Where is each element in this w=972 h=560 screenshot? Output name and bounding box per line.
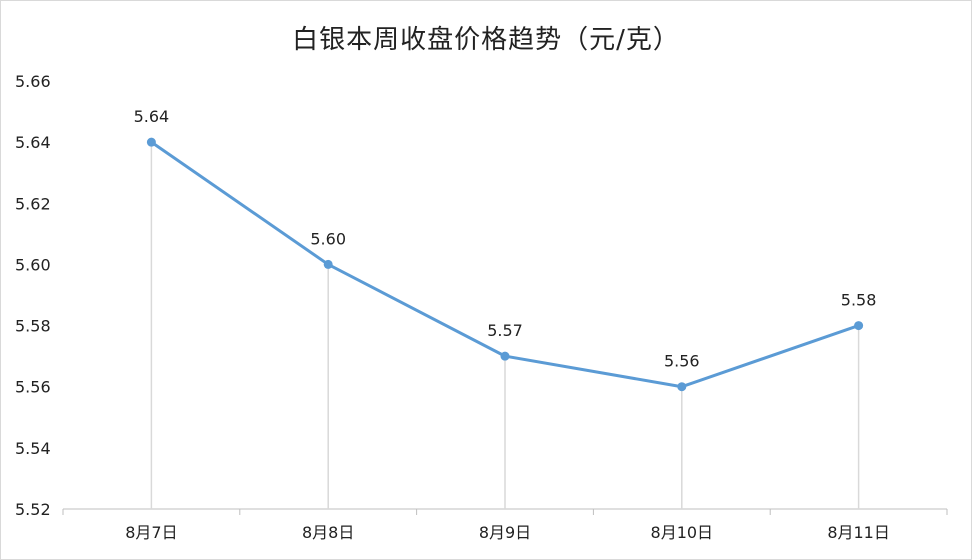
data-label: 5.57 [487,321,523,340]
y-tick-label: 5.60 [15,255,51,274]
x-tick-label: 8月7日 [125,523,177,542]
chart-title: 白银本周收盘价格趋势（元/克） [292,25,680,55]
data-point [677,382,687,392]
y-tick-label: 5.56 [15,378,51,397]
y-tick-label: 5.66 [15,72,51,91]
data-point [146,137,156,147]
y-tick-label: 5.52 [15,500,51,519]
y-tick-label: 5.64 [15,133,51,152]
data-point [500,351,510,361]
data-point [323,259,333,269]
x-tick-label: 8月9日 [479,523,531,542]
data-label: 5.56 [664,352,700,371]
y-tick-label: 5.62 [15,194,51,213]
y-tick-label: 5.54 [15,439,51,458]
series-line [149,140,861,389]
data-label: 5.64 [134,107,170,126]
x-tick-label: 8月11日 [827,523,890,542]
y-tick-label: 5.58 [15,317,51,336]
data-point [854,321,864,331]
x-tick-label: 8月10日 [651,523,714,542]
data-label: 5.60 [310,229,346,248]
x-tick-label: 8月8日 [302,523,354,542]
data-label: 5.58 [841,291,877,310]
